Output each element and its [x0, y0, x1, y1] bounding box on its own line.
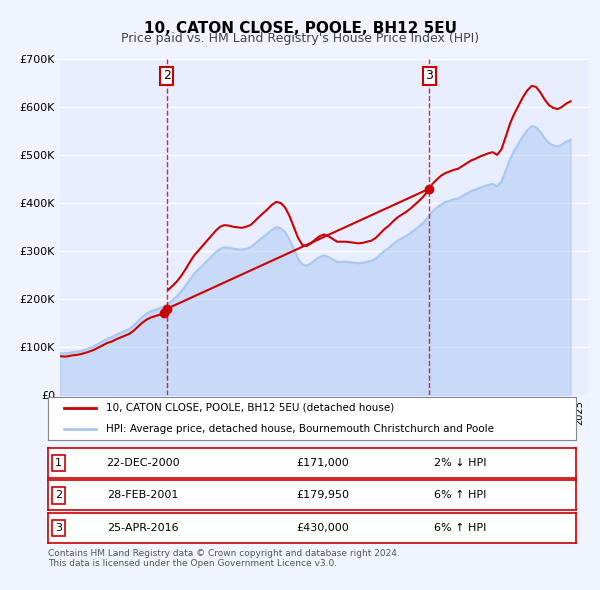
Text: 1: 1	[55, 458, 62, 468]
Text: 3: 3	[425, 69, 433, 82]
Text: 2% ↓ HPI: 2% ↓ HPI	[434, 458, 486, 468]
Text: HPI: Average price, detached house, Bournemouth Christchurch and Poole: HPI: Average price, detached house, Bour…	[106, 424, 494, 434]
Text: 28-FEB-2001: 28-FEB-2001	[107, 490, 179, 500]
Text: 6% ↑ HPI: 6% ↑ HPI	[434, 523, 486, 533]
Text: £171,000: £171,000	[296, 458, 349, 468]
Text: Contains HM Land Registry data © Crown copyright and database right 2024.
This d: Contains HM Land Registry data © Crown c…	[48, 549, 400, 568]
Text: Price paid vs. HM Land Registry's House Price Index (HPI): Price paid vs. HM Land Registry's House …	[121, 32, 479, 45]
Text: £179,950: £179,950	[296, 490, 349, 500]
Text: 2: 2	[55, 490, 62, 500]
Text: 3: 3	[55, 523, 62, 533]
Text: 2: 2	[163, 69, 170, 82]
Text: 10, CATON CLOSE, POOLE, BH12 5EU (detached house): 10, CATON CLOSE, POOLE, BH12 5EU (detach…	[106, 403, 394, 412]
Text: 25-APR-2016: 25-APR-2016	[107, 523, 179, 533]
Text: 6% ↑ HPI: 6% ↑ HPI	[434, 490, 486, 500]
Text: 22-DEC-2000: 22-DEC-2000	[106, 458, 180, 468]
Text: 10, CATON CLOSE, POOLE, BH12 5EU: 10, CATON CLOSE, POOLE, BH12 5EU	[143, 21, 457, 35]
Text: £430,000: £430,000	[296, 523, 349, 533]
